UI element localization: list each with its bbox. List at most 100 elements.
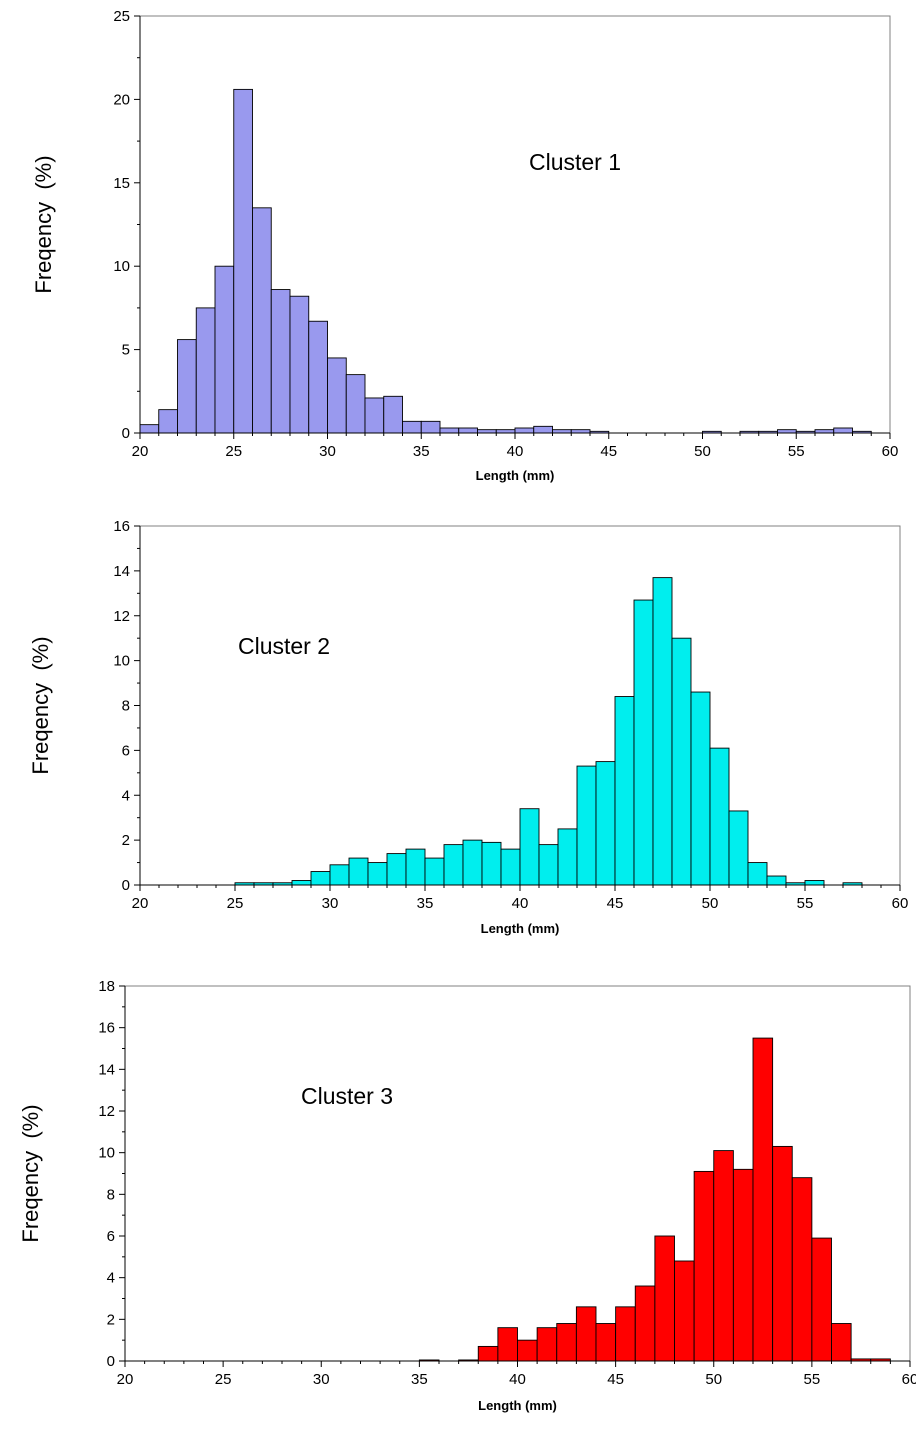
histogram-bar (671, 637, 692, 886)
histogram-bar (443, 844, 464, 886)
histogram-bar (533, 425, 553, 434)
histogram-bar (439, 427, 460, 434)
y-tick-label: 10 (113, 653, 130, 670)
x-tick-label: 25 (227, 895, 244, 912)
histogram-bar (538, 844, 559, 886)
histogram-bar (477, 429, 497, 434)
x-tick-label: 40 (512, 895, 529, 912)
histogram-bar (289, 295, 310, 434)
histogram-bar (270, 289, 291, 434)
histogram-bar (481, 841, 502, 886)
histogram-bar (654, 1235, 675, 1362)
x-tick-label: 40 (509, 1371, 526, 1388)
x-tick-label: 50 (694, 443, 711, 460)
histogram-bar (747, 862, 768, 886)
cluster-annotation: Cluster 2 (238, 633, 330, 659)
y-axis-label: Freqency (%) (31, 155, 56, 293)
histogram-bar (477, 1345, 499, 1362)
y-tick-label: 12 (98, 1103, 115, 1120)
x-tick-label: 45 (607, 1371, 624, 1388)
histogram-bar (615, 1306, 636, 1362)
y-tick-label: 0 (122, 877, 130, 894)
x-tick-label: 20 (132, 895, 149, 912)
histogram-bar (497, 1327, 518, 1362)
x-axis-label: Length (mm) (478, 1398, 557, 1413)
x-tick-label: 25 (225, 443, 242, 460)
y-tick-label: 16 (98, 1020, 115, 1037)
histogram-bar (595, 1323, 617, 1362)
x-tick-label: 20 (132, 443, 149, 460)
y-tick-label: 12 (113, 608, 130, 625)
cluster-annotation: Cluster 1 (529, 149, 621, 175)
bars (418, 1037, 891, 1362)
y-tick-label: 4 (122, 787, 130, 804)
histogram-bar (519, 808, 540, 886)
histogram-bar (732, 1168, 754, 1362)
histogram-bar (517, 1339, 538, 1362)
histogram-bar (345, 374, 366, 434)
histogram-bar (252, 207, 272, 434)
histogram-bar (348, 857, 369, 886)
x-tick-label: 55 (797, 895, 814, 912)
y-tick-label: 0 (122, 425, 130, 442)
x-tick-label: 30 (313, 1371, 330, 1388)
histogram-cluster-3: Freqency (%) Length (mm) Cluster 3 0 2 4 6 8… (18, 978, 916, 1413)
y-tick-label: 10 (98, 1145, 115, 1162)
histogram-bar (310, 871, 331, 886)
histogram-bar (367, 862, 388, 886)
histogram-bar (652, 577, 673, 886)
histogram-bar (420, 420, 441, 434)
histogram-bar (634, 1285, 656, 1362)
histogram-cluster-2: Freqency (%) Length (mm) Cluster 2 0 2 4 6 8… (28, 518, 909, 936)
x-tick-label: 55 (788, 443, 805, 460)
y-tick-label: 16 (113, 518, 130, 535)
y-tick-label: 15 (113, 175, 130, 192)
histogram-bar (814, 429, 835, 434)
bars (139, 88, 872, 434)
histogram-bar (139, 424, 160, 434)
histogram-bar (495, 429, 516, 434)
histogram-bar (500, 848, 521, 886)
x-tick-label: 30 (322, 895, 339, 912)
y-tick-label: 5 (122, 342, 130, 359)
x-tick-label: 35 (417, 895, 434, 912)
x-tick-label: 60 (882, 443, 899, 460)
x-tick-label: 30 (319, 443, 336, 460)
histogram-bar (557, 828, 578, 886)
histogram-bar (195, 307, 216, 434)
histogram-bar (777, 429, 797, 434)
x-tick-label: 40 (507, 443, 524, 460)
y-tick-label: 6 (107, 1228, 115, 1245)
histogram-bar (462, 839, 483, 886)
histogram-bar (327, 357, 347, 434)
histogram-bar (556, 1323, 577, 1362)
histogram-bar (690, 691, 711, 886)
y-tick-label: 10 (113, 258, 130, 275)
histogram-bar (766, 875, 787, 886)
histogram-bar (831, 1323, 852, 1362)
y-tick-label: 2 (107, 1311, 115, 1328)
x-tick-label: 55 (804, 1371, 821, 1388)
histogram-bar (458, 427, 478, 434)
histogram-bar (424, 857, 445, 886)
histogram-bar (177, 339, 197, 434)
x-tick-label: 35 (411, 1371, 428, 1388)
histogram-bar (383, 395, 403, 434)
bars (234, 577, 863, 886)
histogram-bar (536, 1327, 558, 1362)
histogram-bar (514, 427, 535, 434)
histogram-bar (329, 864, 350, 886)
x-tick-label: 45 (607, 895, 624, 912)
histogram-bar (233, 88, 253, 434)
y-tick-label: 4 (107, 1270, 115, 1287)
y-tick-label: 2 (122, 832, 130, 849)
y-tick-label: 8 (107, 1186, 115, 1203)
x-axis-label: Length (mm) (476, 468, 555, 483)
histogram-bar (674, 1260, 695, 1362)
x-tick-label: 50 (702, 895, 719, 912)
y-tick-label: 18 (98, 978, 115, 995)
y-tick-label: 14 (113, 563, 130, 580)
histogram-bar (595, 761, 616, 886)
histogram-bar (576, 765, 597, 886)
